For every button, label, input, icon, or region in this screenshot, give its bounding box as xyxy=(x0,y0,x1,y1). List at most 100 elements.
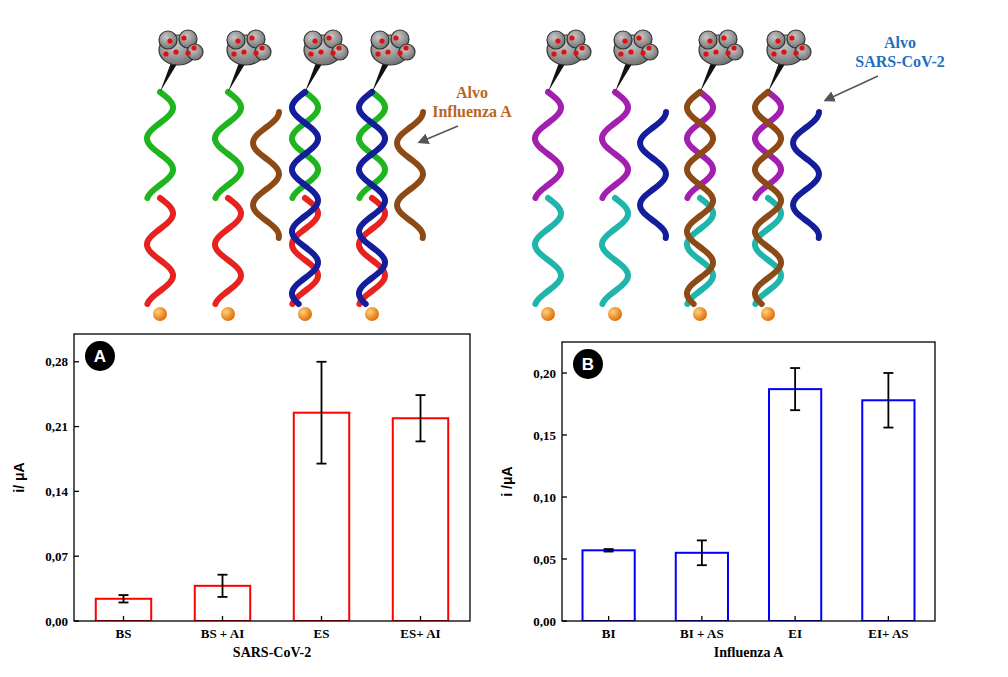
dna-strand xyxy=(253,112,279,238)
bar xyxy=(393,418,448,621)
x-tick-label: ES xyxy=(314,626,330,641)
error-line xyxy=(701,540,703,565)
x-tick xyxy=(123,616,124,621)
y-tick xyxy=(562,620,567,621)
dna-strand xyxy=(215,92,241,198)
red-dot xyxy=(721,35,726,40)
x-tick xyxy=(222,616,223,621)
y-tick xyxy=(562,496,567,497)
y-tick xyxy=(562,434,567,435)
annotation-line: Influenza A xyxy=(432,103,512,120)
red-dot xyxy=(707,38,712,43)
red-dot xyxy=(249,35,254,40)
red-dot xyxy=(579,45,584,50)
blob xyxy=(699,31,717,49)
error-cap xyxy=(604,548,614,550)
error-cap xyxy=(317,463,327,465)
red-dot xyxy=(308,51,313,56)
dna-strand xyxy=(535,92,561,198)
red-dot xyxy=(231,51,236,56)
error-bar xyxy=(883,373,893,428)
red-dot xyxy=(628,49,633,54)
red-dot xyxy=(397,50,402,55)
red-dot xyxy=(569,35,574,40)
red-dot xyxy=(551,51,556,56)
redox-label xyxy=(767,30,811,92)
y-tick-label: 0,00 xyxy=(45,614,68,629)
x-tick xyxy=(608,616,609,621)
error-cap xyxy=(604,551,614,553)
error-cap xyxy=(790,367,800,369)
red-dot xyxy=(253,50,258,55)
x-axis-title: Influenza A xyxy=(714,645,785,660)
error-line xyxy=(420,395,422,441)
blob xyxy=(614,31,632,49)
error-bar xyxy=(416,395,426,441)
bar xyxy=(769,389,821,621)
red-dot xyxy=(385,49,390,54)
error-bar xyxy=(218,575,228,597)
error-bar xyxy=(604,549,614,551)
x-tick-label: BS xyxy=(116,626,132,641)
y-tick-label: 0,14 xyxy=(45,484,68,499)
redox-label xyxy=(371,30,415,92)
electrode-bead xyxy=(365,307,379,321)
red-dot xyxy=(185,50,190,55)
error-bar xyxy=(317,362,327,464)
electrode-bead xyxy=(761,307,775,321)
annotation: AlvoSARS-CoV-2 xyxy=(855,34,944,70)
dna-strand xyxy=(292,92,318,304)
red-dot xyxy=(326,35,331,40)
dna-strand xyxy=(397,112,423,238)
red-dot xyxy=(793,50,798,55)
dna-strand xyxy=(535,198,561,304)
red-dot xyxy=(330,50,335,55)
error-cap xyxy=(218,596,228,598)
error-cap xyxy=(119,602,129,604)
y-tick xyxy=(74,426,79,427)
annotation-line: Alvo xyxy=(456,84,488,101)
dna-strand xyxy=(147,198,173,304)
schematic xyxy=(147,30,878,321)
red-dot xyxy=(191,45,196,50)
red-dot xyxy=(622,38,627,43)
panel-badge xyxy=(85,341,115,371)
red-dot xyxy=(555,38,560,43)
y-tick xyxy=(74,491,79,492)
error-cap xyxy=(416,440,426,442)
redox-label xyxy=(159,30,203,92)
red-dot xyxy=(235,38,240,43)
annotation-arrow xyxy=(420,126,458,142)
red-dot xyxy=(725,50,730,55)
plot-frame xyxy=(74,334,470,621)
electrode-bead xyxy=(298,307,312,321)
error-line xyxy=(123,595,125,602)
y-tick xyxy=(74,556,79,557)
red-dot xyxy=(379,38,384,43)
redox-label xyxy=(547,30,591,92)
error-bar xyxy=(119,595,129,602)
y-tick-label: 0,21 xyxy=(45,419,68,434)
error-bar xyxy=(697,540,707,565)
dna-strand xyxy=(602,92,628,198)
x-tick xyxy=(420,616,421,621)
dna-strand xyxy=(215,198,241,304)
blob xyxy=(767,31,785,49)
redox-label xyxy=(304,30,348,92)
red-dot xyxy=(336,45,341,50)
panel-label: B xyxy=(582,355,594,374)
panel-label: A xyxy=(94,347,106,366)
red-dot xyxy=(771,51,776,56)
red-dot xyxy=(775,38,780,43)
x-axis-title: SARS-CoV-2 xyxy=(233,645,311,660)
dna-strand xyxy=(359,92,385,304)
figure: AlvoInfluenza AAlvoSARS-CoV-20,000,070,1… xyxy=(0,0,1008,677)
x-tick-label: EI xyxy=(788,626,802,641)
blob xyxy=(371,31,389,49)
red-dot xyxy=(163,51,168,56)
dna-strand xyxy=(687,92,713,304)
chart-panel: 0,000,050,100,150,20BIBI + ASEIEI+ ASInf… xyxy=(499,342,935,660)
error-cap xyxy=(883,372,893,374)
electrode-bead xyxy=(608,307,622,321)
error-cap xyxy=(317,361,327,363)
